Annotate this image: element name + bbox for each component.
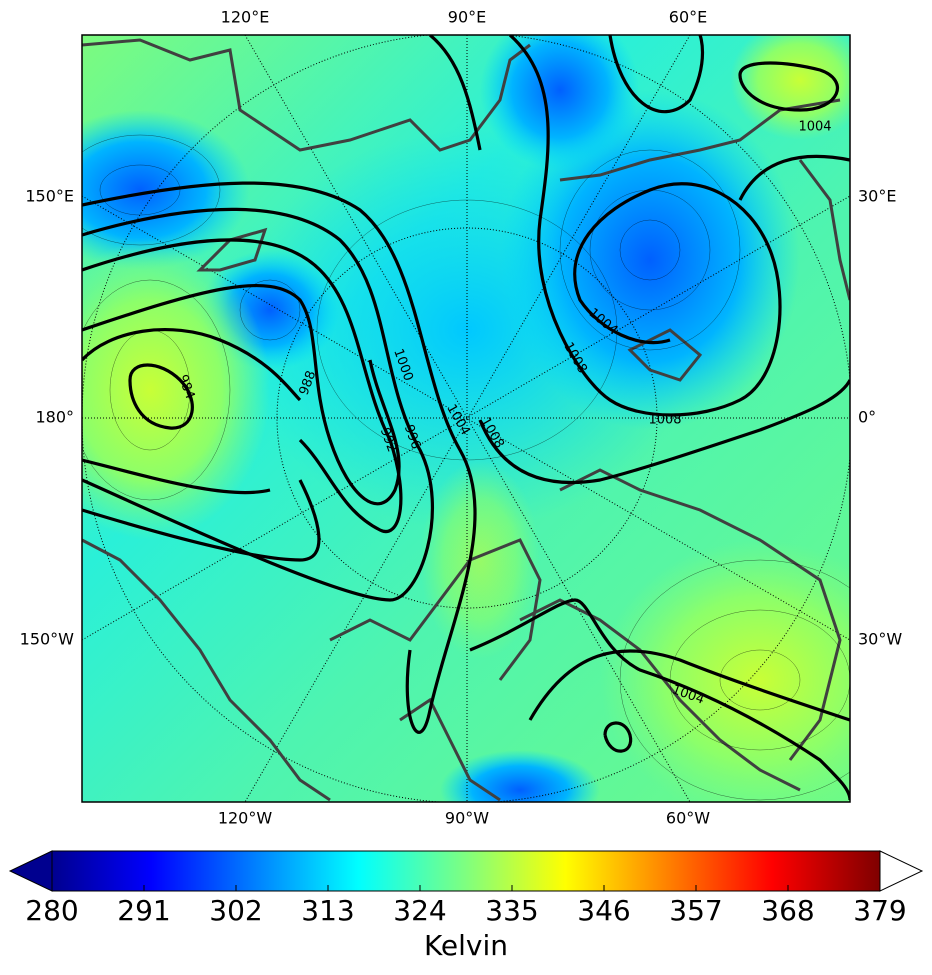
- colorbar-tick-label: 291: [117, 894, 170, 927]
- lon-label: 120°W: [218, 809, 273, 828]
- colorbar-tick-label: 368: [761, 894, 814, 927]
- lat-label: 150°W: [20, 630, 75, 649]
- lon-label: 60°E: [669, 8, 707, 27]
- lat-label: 30°W: [858, 630, 902, 649]
- colorbar-tick-label: 335: [485, 894, 538, 927]
- colorbar-label: Kelvin: [424, 929, 508, 962]
- lon-label: 60°W: [666, 809, 710, 828]
- colorbar-tick-label: 313: [301, 894, 354, 927]
- thin-contours: [82, 134, 850, 801]
- lon-label: 120°E: [221, 8, 270, 27]
- colorbar-extend-low: [8, 850, 53, 892]
- lat-label: 30°E: [858, 187, 896, 206]
- lat-label: 180°: [35, 408, 74, 427]
- colorbar-tick-label: 280: [25, 894, 78, 927]
- colorbar: 280 291 302 313 324 335 346 357 368 379 Kelvin: [8, 850, 924, 962]
- colorbar-extend-high: [879, 850, 924, 892]
- lon-label: 90°E: [448, 8, 486, 27]
- colorbar-tick-label: 357: [669, 894, 722, 927]
- contour-label: 1004: [798, 120, 831, 135]
- colorbar-tick-label: 346: [577, 894, 630, 927]
- lat-label: 0°: [858, 408, 876, 427]
- contour-label: 1008: [648, 413, 681, 428]
- colorbar-tick-label: 379: [853, 894, 906, 927]
- lon-label: 90°W: [445, 809, 489, 828]
- colorbar-tick-label: 302: [209, 894, 262, 927]
- colorbar-body: [51, 850, 881, 892]
- longitude-labels: 120°E 120°W 90°E 90°W 60°E 60°W 150°E 30°E 180° 0…: [20, 8, 903, 828]
- isobars: [82, 35, 850, 801]
- lat-label: 150°E: [25, 187, 74, 206]
- map-frame: [81, 34, 851, 803]
- colorbar-tick-label: 324: [393, 894, 446, 927]
